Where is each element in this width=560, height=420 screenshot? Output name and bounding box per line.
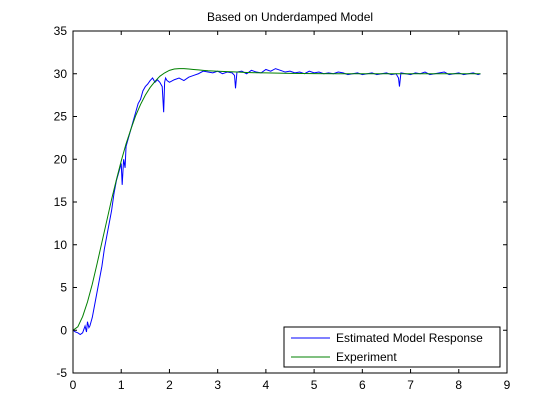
series-line-estimated-model-response <box>72 68 481 336</box>
x-tick-label: 2 <box>166 378 173 392</box>
series-layer <box>72 68 481 336</box>
x-tick-label: 6 <box>359 378 366 392</box>
legend-box <box>283 326 501 368</box>
y-tick-label: 25 <box>54 110 68 124</box>
y-tick-label: 30 <box>54 67 68 81</box>
series-line-experiment <box>72 68 481 331</box>
x-tick-label: 1 <box>118 378 125 392</box>
y-tick-label: 10 <box>54 238 68 252</box>
x-tick-label: 9 <box>504 378 511 392</box>
x-tick-label: 4 <box>263 378 270 392</box>
y-tick-label: 20 <box>54 152 68 166</box>
x-tick-label: 8 <box>455 378 462 392</box>
chart-title: Based on Underdamped Model <box>207 10 373 24</box>
x-tick-label: 5 <box>311 378 318 392</box>
legend: Estimated Model Response Experiment <box>283 326 501 368</box>
legend-label-experiment: Experiment <box>336 350 397 364</box>
y-tick-label: 0 <box>60 323 67 337</box>
x-tick-label: 0 <box>70 378 77 392</box>
y-tick-label: 15 <box>54 195 68 209</box>
y-tick-label: 35 <box>54 24 68 38</box>
x-tick-label: 3 <box>214 378 221 392</box>
x-tick-label: 7 <box>407 378 414 392</box>
legend-label-estimated-model-response: Estimated Model Response <box>336 331 483 345</box>
y-tick-label: -5 <box>56 366 67 380</box>
y-tick-label: 5 <box>60 281 67 295</box>
